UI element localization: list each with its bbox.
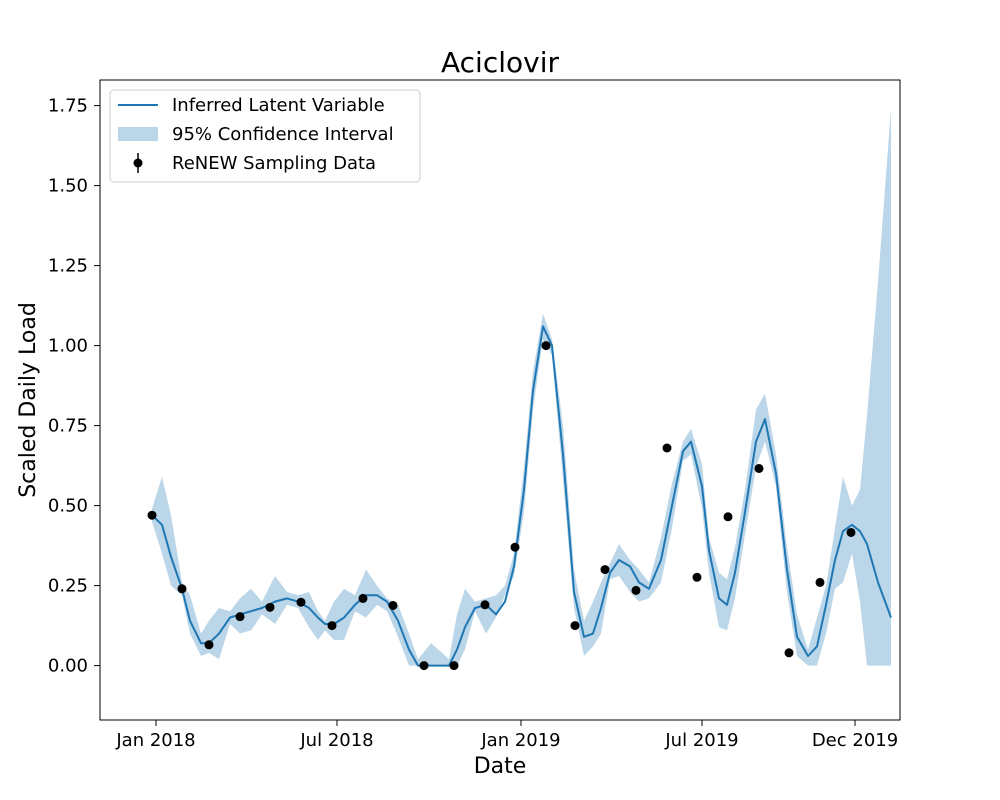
sampling-data-point xyxy=(600,565,610,575)
sampling-data-point xyxy=(510,542,520,552)
sampling-data-point xyxy=(692,572,702,582)
sampling-data-point xyxy=(235,612,245,622)
legend-label-latent: Inferred Latent Variable xyxy=(172,95,385,116)
x-axis-label: Date xyxy=(474,754,527,779)
sampling-data-point xyxy=(296,597,306,607)
latent-line-layer xyxy=(151,325,892,667)
sampling-data-point xyxy=(419,661,429,671)
y-tick-label: 1.75 xyxy=(48,96,88,117)
y-tick-label: 0.75 xyxy=(48,416,88,437)
x-tick-label: Jul 2019 xyxy=(664,730,738,751)
sampling-data-point xyxy=(784,648,794,658)
x-tick-label: Jan 2019 xyxy=(480,730,560,751)
sampling-data-point xyxy=(631,585,641,595)
sampling-data-point xyxy=(723,512,733,522)
y-tick-label: 0.50 xyxy=(48,496,88,517)
x-tick-label: Jul 2018 xyxy=(299,730,373,751)
sampling-data-point xyxy=(265,602,275,612)
y-tick-label: 0.00 xyxy=(48,656,88,677)
legend-swatch-confidence-band xyxy=(118,127,158,141)
plot-frame xyxy=(99,79,901,721)
x-tick-label: Jan 2018 xyxy=(115,730,195,751)
x-tick-label: Dec 2019 xyxy=(812,730,898,751)
sampling-data-point xyxy=(846,527,856,537)
sampling-data-point xyxy=(570,621,580,631)
sampling-data-point xyxy=(754,463,764,473)
chart-title: Aciclovir xyxy=(441,46,559,79)
sampling-data-point xyxy=(662,443,672,453)
y-axis-label: Scaled Daily Load xyxy=(16,302,41,498)
legend-swatch-sampling-point xyxy=(133,158,143,168)
sampling-data-point xyxy=(388,600,398,610)
sampling-points-layer xyxy=(147,341,856,671)
x-axis-ticks: Jan 2018 Jul 2018 Jan 2019 Jul 2019 Dec 2019 xyxy=(115,720,898,751)
y-axis-ticks: 0.00 0.25 0.50 0.75 1.00 1.25 1.50 1.75 xyxy=(48,96,100,677)
sampling-data-point xyxy=(815,577,825,587)
y-tick-label: 1.25 xyxy=(48,256,88,277)
legend-label-confidence: 95% Confidence Interval xyxy=(172,124,394,145)
y-tick-label: 1.00 xyxy=(48,336,88,357)
sampling-data-point xyxy=(541,341,551,351)
sampling-data-point xyxy=(358,593,368,603)
sampling-data-point xyxy=(177,584,187,594)
legend-box xyxy=(109,89,421,183)
sampling-data-point xyxy=(449,661,459,671)
y-tick-label: 0.25 xyxy=(48,576,88,597)
legend: Inferred Latent Variable 95% Confidence … xyxy=(109,89,421,183)
legend-label-sampling: ReNEW Sampling Data xyxy=(172,153,376,174)
sampling-data-point xyxy=(204,640,214,650)
latent-variable-line xyxy=(151,325,892,667)
y-tick-label: 1.50 xyxy=(48,176,88,197)
sampling-data-point xyxy=(327,621,337,631)
sampling-data-point xyxy=(480,600,490,610)
sampling-data-point xyxy=(147,510,157,520)
